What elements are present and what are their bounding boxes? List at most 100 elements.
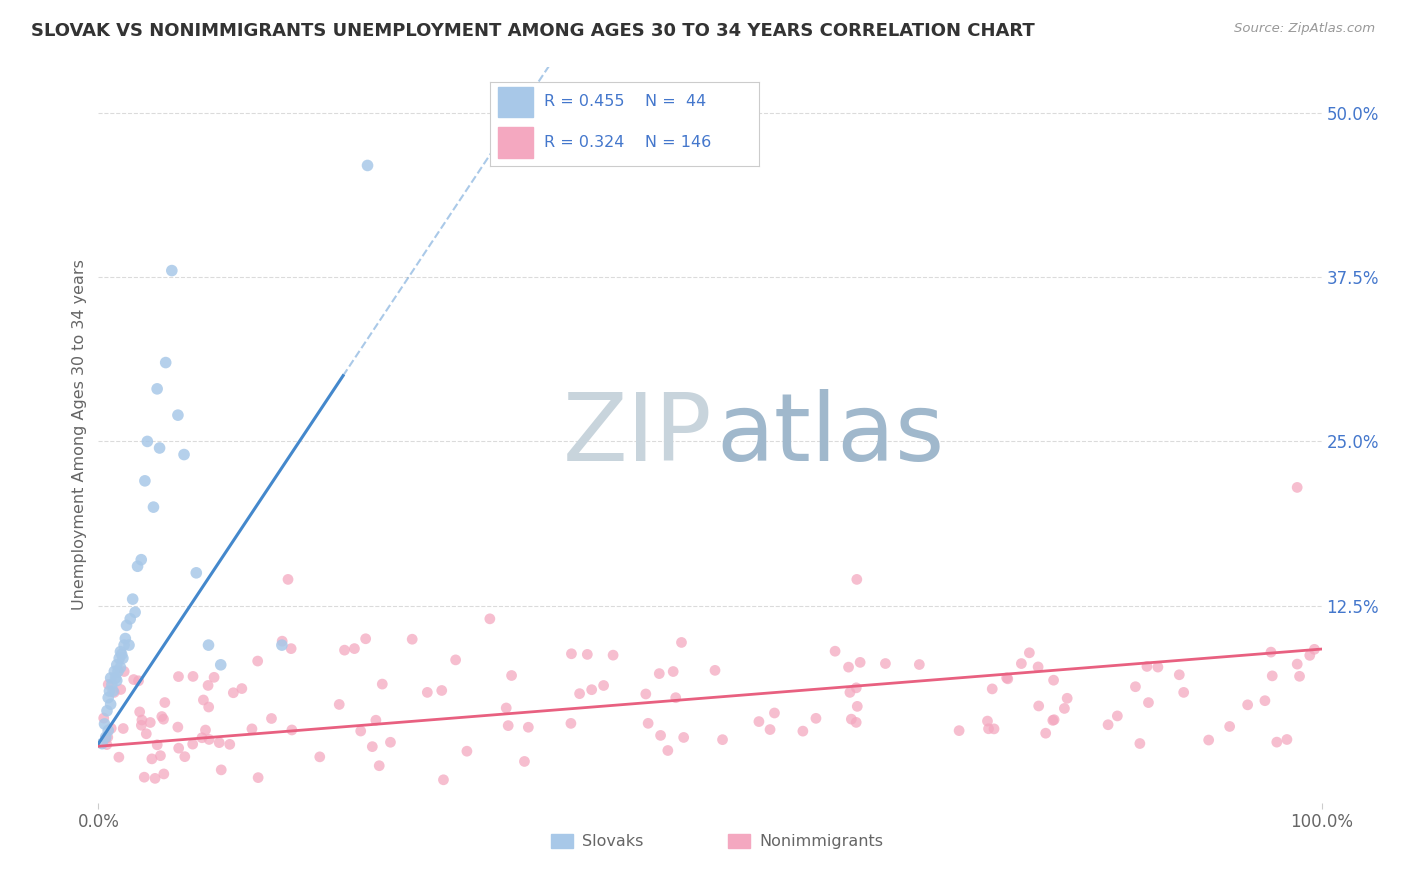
- Point: [1053, 701, 1076, 715]
- Point: [997, 672, 1019, 686]
- Point: [1097, 717, 1119, 731]
- Point: [105, 673, 128, 688]
- Point: [513, 755, 536, 769]
- Point: [194, 723, 217, 737]
- Point: [1136, 659, 1159, 673]
- Point: [209, 763, 232, 777]
- Point: [197, 700, 219, 714]
- Point: [222, 686, 245, 700]
- Point: [202, 670, 225, 684]
- Point: [849, 656, 872, 670]
- Point: [671, 635, 693, 649]
- Point: [160, 263, 183, 277]
- Point: [136, 434, 159, 449]
- Point: [1303, 642, 1326, 657]
- Point: [96, 738, 118, 752]
- Bar: [728, 834, 751, 848]
- Point: [149, 441, 172, 455]
- Point: [308, 749, 330, 764]
- Point: [380, 735, 402, 749]
- Point: [93, 711, 115, 725]
- Point: [173, 448, 195, 462]
- Point: [97, 690, 120, 705]
- Point: [110, 660, 132, 674]
- Point: [153, 767, 176, 781]
- Point: [218, 737, 240, 751]
- Point: [354, 632, 377, 646]
- Point: [167, 670, 190, 684]
- Point: [1107, 709, 1129, 723]
- Point: [1042, 714, 1064, 728]
- Point: [131, 713, 153, 727]
- Point: [444, 653, 467, 667]
- Point: [104, 671, 127, 685]
- Point: [665, 690, 688, 705]
- Point: [270, 638, 294, 652]
- Point: [981, 681, 1004, 696]
- Point: [845, 715, 868, 730]
- Point: [91, 737, 114, 751]
- Point: [108, 651, 131, 665]
- Point: [824, 644, 846, 658]
- Point: [129, 552, 152, 566]
- Point: [209, 657, 232, 672]
- Point: [841, 712, 863, 726]
- Point: [1260, 645, 1282, 659]
- Point: [1042, 673, 1064, 688]
- Point: [875, 657, 897, 671]
- Point: [1168, 667, 1191, 681]
- Point: [657, 743, 679, 757]
- Point: [568, 687, 591, 701]
- Point: [107, 665, 129, 679]
- Point: [838, 660, 860, 674]
- Point: [662, 665, 685, 679]
- Point: [112, 722, 135, 736]
- Point: [131, 718, 153, 732]
- Point: [1026, 660, 1049, 674]
- Point: [96, 704, 118, 718]
- Point: [97, 677, 120, 691]
- Point: [456, 744, 478, 758]
- Point: [260, 711, 283, 725]
- Point: [1137, 696, 1160, 710]
- Point: [1286, 657, 1309, 672]
- Point: [134, 474, 156, 488]
- Point: [101, 677, 124, 691]
- Point: [416, 685, 439, 699]
- Point: [592, 678, 614, 692]
- Point: [1198, 733, 1220, 747]
- Point: [948, 723, 970, 738]
- Point: [128, 673, 150, 688]
- Point: [650, 728, 672, 742]
- Point: [1288, 669, 1310, 683]
- Point: [100, 722, 122, 736]
- Point: [141, 752, 163, 766]
- Text: ZIP: ZIP: [564, 389, 713, 481]
- Point: [167, 408, 190, 422]
- Point: [333, 643, 356, 657]
- Point: [361, 739, 384, 754]
- Point: [368, 758, 391, 772]
- Point: [110, 645, 132, 659]
- Point: [112, 638, 135, 652]
- Point: [167, 741, 190, 756]
- Point: [153, 696, 176, 710]
- Point: [208, 736, 231, 750]
- Point: [101, 684, 124, 698]
- Point: [845, 681, 868, 695]
- Point: [152, 712, 174, 726]
- Point: [763, 706, 786, 720]
- Point: [364, 713, 387, 727]
- Bar: [551, 834, 574, 848]
- Point: [281, 723, 304, 737]
- Point: [1286, 480, 1309, 494]
- Point: [127, 559, 149, 574]
- Point: [134, 770, 156, 784]
- Point: [122, 673, 145, 687]
- Point: [977, 722, 1000, 736]
- Text: Nonimmigrants: Nonimmigrants: [759, 833, 883, 848]
- Point: [277, 573, 299, 587]
- Point: [124, 605, 146, 619]
- Point: [1035, 726, 1057, 740]
- Point: [118, 638, 141, 652]
